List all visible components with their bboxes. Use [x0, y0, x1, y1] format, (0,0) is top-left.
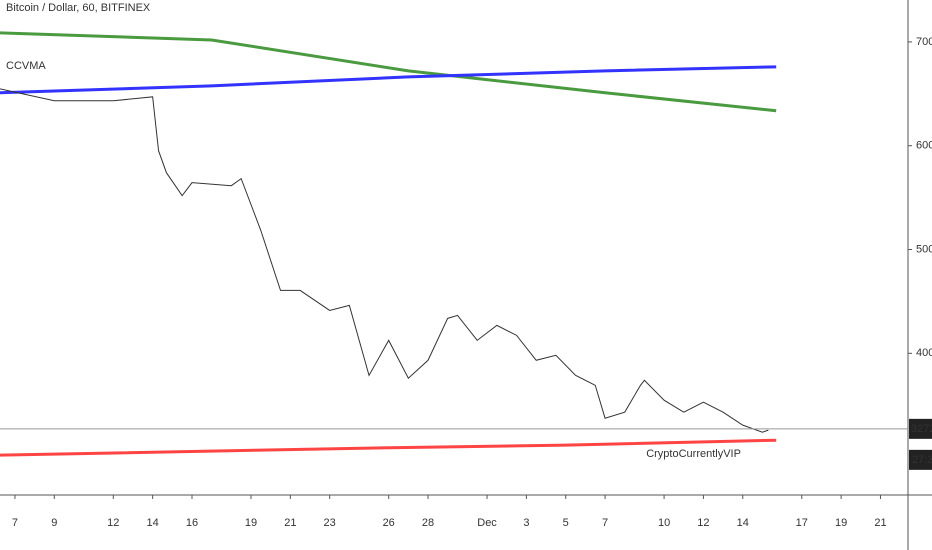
x-tick-label: 7 — [602, 517, 608, 529]
annotation: CryptoCurrentlyVIP — [646, 448, 741, 460]
x-tick-label: 28 — [422, 517, 434, 529]
x-tick-label: 5 — [563, 517, 569, 529]
x-tick-label: 23 — [324, 517, 336, 529]
countdown-label: 27:34 — [912, 454, 932, 466]
x-tick-label: 17 — [796, 517, 808, 529]
x-tick-label: 10 — [658, 517, 670, 529]
series-line — [0, 88, 769, 433]
chart-title: Bitcoin / Dollar, 60, BITFINEX — [6, 2, 151, 14]
series-line — [0, 438, 777, 457]
x-tick-label: 9 — [51, 517, 57, 529]
indicator-name: CCVMA — [6, 60, 46, 72]
series-line — [0, 31, 777, 113]
x-tick-label: 21 — [874, 517, 886, 529]
x-tick-label: 14 — [147, 517, 159, 529]
x-tick-label: 16 — [186, 517, 198, 529]
last-price-box — [909, 418, 932, 439]
y-tick-label: 5000.0 — [916, 243, 932, 255]
x-tick-label: 19 — [245, 517, 257, 529]
x-tick-label: 21 — [284, 517, 296, 529]
y-tick-label: 7000.0 — [916, 36, 932, 48]
x-tick-label: 3 — [523, 517, 529, 529]
y-tick-label: 6000.0 — [916, 140, 932, 152]
y-tick-label: 4000.0 — [916, 347, 932, 359]
x-tick-label: 26 — [383, 517, 395, 529]
x-tick-label: Dec — [477, 517, 497, 529]
x-tick-label: 19 — [835, 517, 847, 529]
x-tick-label: 12 — [697, 517, 709, 529]
x-tick-label: 12 — [107, 517, 119, 529]
x-tick-label: 7 — [12, 517, 18, 529]
x-tick-label: 14 — [737, 517, 749, 529]
series-line — [0, 65, 777, 95]
countdown-box — [909, 449, 932, 470]
